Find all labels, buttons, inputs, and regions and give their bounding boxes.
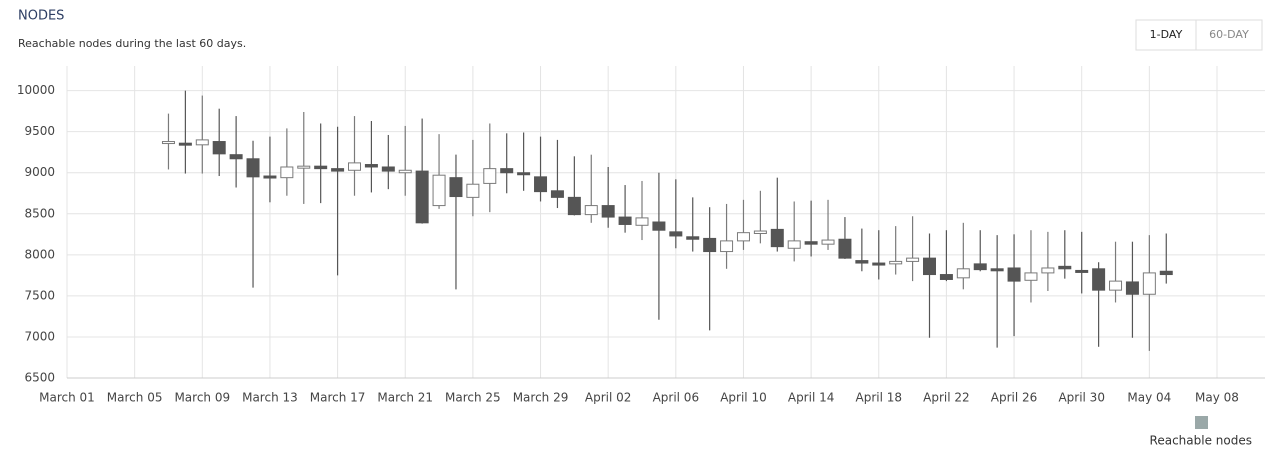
chart-subtitle: Reachable nodes during the last 60 days. xyxy=(18,37,246,50)
x-tick-label: April 02 xyxy=(585,391,632,405)
candle-body xyxy=(872,262,886,266)
x-tick-label: April 10 xyxy=(720,391,767,405)
candle-body xyxy=(1109,280,1123,291)
y-tick-label: 7000 xyxy=(24,329,55,343)
candle-body xyxy=(534,176,548,193)
y-tick-label: 8500 xyxy=(24,206,55,220)
y-tick-label: 7500 xyxy=(24,288,55,302)
candle-body xyxy=(246,158,260,178)
candle-body xyxy=(381,166,395,172)
x-tick-label: March 05 xyxy=(107,391,163,405)
candle-body xyxy=(703,237,717,253)
candle-body xyxy=(297,165,311,169)
candle-body xyxy=(398,169,412,174)
candle-body xyxy=(618,216,632,225)
candle-body xyxy=(753,230,767,234)
candle-body xyxy=(517,172,531,176)
candle-body xyxy=(348,162,361,171)
candle-body xyxy=(821,239,835,245)
candle-body xyxy=(178,142,192,146)
candle-body xyxy=(1159,270,1173,276)
candle-body xyxy=(889,260,903,265)
candle-body xyxy=(1024,272,1038,281)
x-tick-label: May 08 xyxy=(1195,391,1239,405)
candle-body xyxy=(1125,281,1139,295)
candle-body xyxy=(550,190,564,198)
candle-body xyxy=(601,205,615,218)
x-tick-label: March 17 xyxy=(310,391,366,405)
candle-body xyxy=(990,268,1004,272)
candle-body xyxy=(567,196,581,216)
candle-body xyxy=(500,168,514,174)
candle-body xyxy=(1142,272,1156,295)
candle-body xyxy=(956,268,970,279)
candle-body xyxy=(635,217,649,226)
range-button[interactable] xyxy=(1195,19,1263,51)
candle-body xyxy=(1075,269,1089,273)
y-tick-label: 9000 xyxy=(24,165,55,179)
candle-body xyxy=(415,170,429,224)
x-tick-label: May 04 xyxy=(1127,391,1171,405)
x-tick-label: April 06 xyxy=(653,391,700,405)
candle-body xyxy=(787,240,801,249)
candle-body xyxy=(1092,268,1106,291)
candle-body xyxy=(1041,267,1055,274)
candle-body xyxy=(770,228,784,248)
x-tick-label: April 22 xyxy=(923,391,970,405)
candle-body xyxy=(652,221,666,231)
candle-body xyxy=(804,241,818,245)
candle-body xyxy=(466,183,480,198)
candle-body xyxy=(855,260,869,264)
x-tick-label: April 26 xyxy=(991,391,1038,405)
candle-body xyxy=(483,168,497,184)
candle-body xyxy=(686,236,700,240)
candle-body xyxy=(838,238,852,259)
candle-body xyxy=(263,175,277,179)
range-button-label[interactable]: 1-DAY xyxy=(1150,28,1183,41)
candle-body xyxy=(720,240,734,253)
y-tick-label: 9500 xyxy=(24,124,55,138)
candle-body xyxy=(229,154,243,160)
candle-body xyxy=(331,168,345,172)
candle-body xyxy=(973,263,987,271)
x-tick-label: March 29 xyxy=(513,391,569,405)
candle-body xyxy=(314,165,328,170)
range-button[interactable] xyxy=(1135,19,1197,51)
candle-body xyxy=(669,231,683,237)
candle-body xyxy=(212,141,226,155)
y-tick-label: 6500 xyxy=(24,371,55,385)
candle-body xyxy=(195,139,209,146)
y-tick-label: 10000 xyxy=(17,83,55,97)
candle-body xyxy=(906,257,920,262)
candle-body xyxy=(1058,265,1072,270)
candle-body xyxy=(364,164,378,168)
legend-label: Reachable nodes xyxy=(1150,434,1252,448)
x-tick-label: March 09 xyxy=(174,391,230,405)
candle-body xyxy=(736,232,750,242)
x-tick-label: April 30 xyxy=(1058,391,1105,405)
candle-body xyxy=(923,257,936,276)
candle-body xyxy=(449,177,463,198)
x-tick-label: March 01 xyxy=(39,391,95,405)
candle-body xyxy=(939,274,953,280)
candle-body xyxy=(432,174,446,207)
x-tick-label: April 14 xyxy=(788,391,835,405)
candle-body xyxy=(161,141,175,145)
range-button-label[interactable]: 60-DAY xyxy=(1209,28,1249,41)
legend-swatch xyxy=(1195,416,1208,429)
x-tick-label: March 21 xyxy=(377,391,433,405)
chart-title: NODES xyxy=(18,9,64,24)
candle-body xyxy=(1007,267,1021,282)
x-tick-label: March 25 xyxy=(445,391,501,405)
candle-body xyxy=(584,205,598,216)
x-tick-label: April 18 xyxy=(856,391,903,405)
candle-body xyxy=(280,166,294,179)
y-tick-label: 8000 xyxy=(24,247,55,261)
x-tick-label: March 13 xyxy=(242,391,298,405)
